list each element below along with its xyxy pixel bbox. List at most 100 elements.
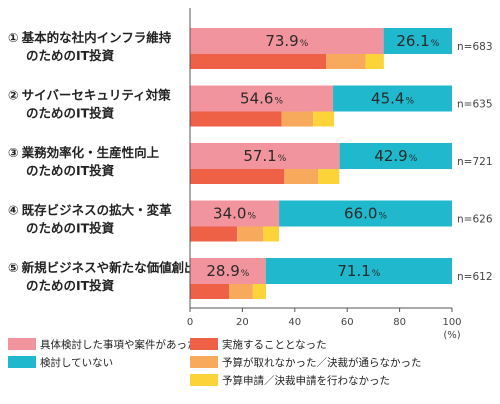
sample-size-label: n=635 xyxy=(457,99,493,111)
x-tick-label: 40 xyxy=(288,317,301,328)
value-percent-sign: % xyxy=(241,269,250,279)
x-tick-label: 0 xyxy=(187,317,193,328)
sub-bar-segment xyxy=(284,169,319,184)
value-number: 66.0 xyxy=(344,205,377,223)
legend-label: 検討していない xyxy=(40,356,113,369)
main-bar-segment xyxy=(190,200,280,227)
category-label-line2: のためのIT投資 xyxy=(26,48,115,63)
category-name: 業務効率化・生産性向上 xyxy=(21,145,160,160)
main-bar-segment xyxy=(383,28,452,54)
main-bar-segment xyxy=(190,85,334,112)
category-label-line2: のためのIT投資 xyxy=(26,106,115,121)
legend-label: 予算申請／決裁申請を行わなかった xyxy=(222,374,390,387)
main-bar-segment xyxy=(190,143,340,169)
legend-swatch xyxy=(8,356,36,368)
value-number: 26.1 xyxy=(396,32,429,50)
main-bar-value-label: 34.0% xyxy=(213,205,256,223)
sub-bar-segment xyxy=(263,226,280,242)
value-number: 54.6 xyxy=(240,90,273,108)
main-bar-value-label: 57.1% xyxy=(243,147,286,165)
legend-swatch xyxy=(190,338,218,350)
value-number: 34.0 xyxy=(213,205,246,223)
x-tick-label: 20 xyxy=(236,317,249,328)
category-number: ④ xyxy=(8,203,19,218)
sub-bar-segment xyxy=(318,169,340,184)
x-axis: 0 20 40 60 80 100 (%) xyxy=(187,8,462,341)
value-percent-sign: % xyxy=(431,39,440,49)
sub-bar-segment xyxy=(365,54,384,69)
value-percent-sign: % xyxy=(378,212,387,222)
value-percent-sign: % xyxy=(372,269,381,279)
value-number: 42.9 xyxy=(374,147,407,165)
category-label-line2: のためのIT投資 xyxy=(26,163,115,178)
sub-bar-segment xyxy=(190,284,230,299)
main-bar-segment xyxy=(190,28,384,54)
value-percent-sign: % xyxy=(409,154,418,164)
value-percent-sign: % xyxy=(300,39,309,49)
sub-bar-segment xyxy=(281,111,314,127)
category-name: 既存ビジネスの拡大・変革 xyxy=(22,203,173,218)
main-bar-value-label: 66.0% xyxy=(344,205,387,223)
category-name: 新規ビジネスや新たな価値創出 xyxy=(22,260,197,275)
main-bar-value-label: 42.9% xyxy=(374,147,417,165)
sample-size-label: n=612 xyxy=(457,271,493,283)
sub-bar-segment xyxy=(190,169,285,184)
main-bar-value-label: 28.9% xyxy=(206,262,249,280)
category-name: サイバーセキュリティ対策 xyxy=(22,88,172,103)
value-percent-sign: % xyxy=(247,212,256,222)
value-number: 45.4 xyxy=(371,90,404,108)
x-tick-label: 100 xyxy=(442,317,461,328)
category-label-line1: ④ 既存ビジネスの拡大・変革 xyxy=(8,203,172,218)
category-number: ② xyxy=(8,88,19,103)
main-bar-value-label: 54.6% xyxy=(240,90,283,108)
value-number: 28.9 xyxy=(206,262,239,280)
x-tick-label: 60 xyxy=(341,317,354,328)
sub-bar-segment xyxy=(190,226,238,242)
category-number: ③ xyxy=(8,145,19,160)
sample-size-label: n=626 xyxy=(457,214,493,226)
main-bar-segment xyxy=(190,258,266,284)
category-number: ① xyxy=(8,30,19,45)
value-number: 71.1 xyxy=(337,262,370,280)
sample-size-label: n=721 xyxy=(457,156,493,168)
bars: 73.9% 26.1%54.6% 45.4%57.1% 42.9%34.0% 66.0%… xyxy=(190,28,452,299)
main-bar-segment xyxy=(279,200,452,227)
main-bar-value-label: 71.1% xyxy=(337,262,380,280)
main-bar-segment xyxy=(265,258,452,284)
category-number: ⑤ xyxy=(8,260,19,275)
main-bar-segment xyxy=(339,143,452,169)
sub-bar-segment xyxy=(190,54,327,69)
category-label-line1: ① 基本的な社内インフラ維持 xyxy=(8,30,172,45)
category-label-line1: ③ 業務効率化・生産性向上 xyxy=(8,145,160,160)
main-bar-value-label: 45.4% xyxy=(371,90,414,108)
category-label-line2: のためのIT投資 xyxy=(26,278,115,293)
x-axis-unit: (%) xyxy=(443,330,460,341)
sub-bar-segment xyxy=(229,284,253,299)
legend-label: 実施することとなった xyxy=(222,338,327,351)
legend-swatch xyxy=(190,374,218,386)
sub-bar-segment xyxy=(237,226,264,242)
main-bar-segment xyxy=(333,85,452,112)
legend-label: 具体検討した事項や案件があった xyxy=(40,338,198,351)
category-label-line2: のためのIT投資 xyxy=(26,221,115,236)
main-bar-value-label: 73.9% xyxy=(265,32,308,50)
value-percent-sign: % xyxy=(274,97,283,107)
category-name: 基本的な社内インフラ維持 xyxy=(21,30,172,45)
legend-swatch xyxy=(190,356,218,368)
sub-bar-segment xyxy=(252,284,266,299)
sub-bar-segment xyxy=(190,111,282,127)
sample-size-label: n=683 xyxy=(457,41,493,53)
sub-bar-segment xyxy=(326,54,366,69)
sub-bar-segment xyxy=(313,111,335,127)
value-number: 73.9 xyxy=(265,32,298,50)
category-label-line1: ② サイバーセキュリティ対策 xyxy=(8,88,171,103)
category-label-line1: ⑤ 新規ビジネスや新たな価値創出 xyxy=(8,260,197,275)
value-number: 57.1 xyxy=(243,147,276,165)
legend-swatch xyxy=(8,338,36,350)
value-percent-sign: % xyxy=(405,97,414,107)
main-bar-value-label: 26.1% xyxy=(396,32,439,50)
x-tick-label: 80 xyxy=(393,317,406,328)
